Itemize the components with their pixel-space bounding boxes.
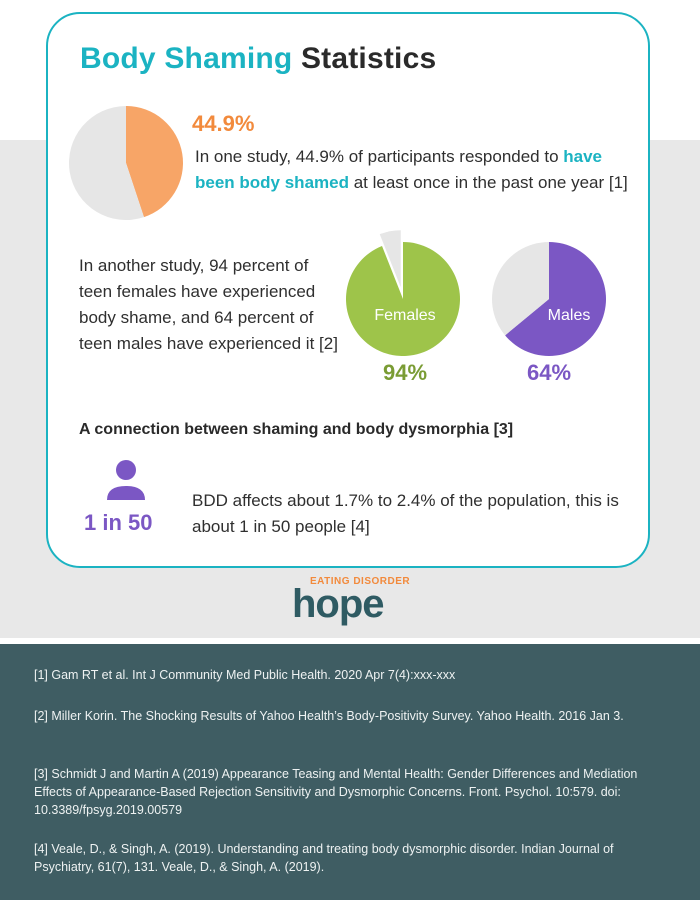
title-rest: Statistics (292, 42, 437, 75)
bdd-text: BDD affects about 1.7% to 2.4% of the po… (192, 491, 619, 536)
stat1-text-before: In one study, 44.9% of participants resp… (195, 147, 564, 166)
pie-slice-remainder (379, 230, 401, 288)
references-footer: [1] Gam RT et al. Int J Community Med Pu… (0, 644, 700, 900)
pie-slice-remainder (492, 242, 549, 336)
reference-3: [3] Schmidt J and Martin A (2019) Appear… (34, 767, 638, 817)
pie-slice-value (126, 106, 184, 218)
reference-4: [4] Veale, D., & Singh, A. (2019). Under… (34, 842, 614, 874)
stat1-text-after: at least once in the past one year [1] (348, 173, 628, 192)
reference-1: [1] Gam RT et al. Int J Community Med Pu… (34, 668, 456, 682)
pie-svg (346, 230, 460, 356)
connection-heading: A connection between shaming and body dy… (79, 421, 514, 438)
logo-tagline: EATING DISORDER (310, 576, 411, 587)
pie-label-males: Males (547, 307, 591, 324)
logo: EATING DISORDER hope (288, 574, 414, 634)
pie-svg (492, 242, 606, 356)
title-accent: Body Shaming (80, 42, 293, 75)
pie-slice-remainder (69, 106, 144, 220)
pie-svg (69, 106, 184, 220)
ratio-label: 1 in 50 (84, 510, 153, 535)
pie-percent-males: 64% (526, 360, 572, 385)
pie-chart-females (346, 227, 464, 357)
stat1-highlight: have been body shamed (195, 147, 603, 192)
reference-2: [2] Miller Korin. The Shocking Results o… (34, 709, 624, 723)
pie-chart-males (490, 242, 608, 356)
logo-wordmark: hope (292, 582, 385, 626)
pie-slice-value (346, 242, 460, 356)
stat1-text: In one study, 44.9% of participants resp… (195, 144, 635, 196)
stat2-text: In another study, 94 percent of teen fem… (79, 256, 338, 353)
page-title: Body Shaming Statistics (80, 42, 436, 76)
pie-label-females: Females (374, 307, 436, 324)
person-icon (104, 458, 148, 507)
pie-percent-females: 94% (382, 360, 428, 385)
pie-chart-body-shamed (64, 106, 188, 220)
pie-slice-value (505, 242, 606, 356)
stat1-percent: 44.9% (192, 111, 255, 136)
